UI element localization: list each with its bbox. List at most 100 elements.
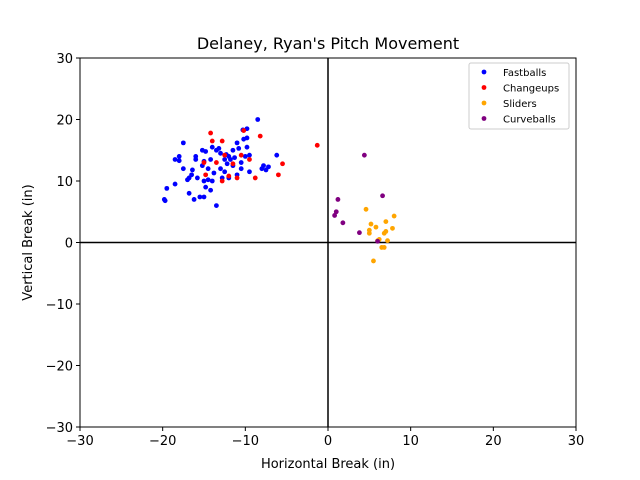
data-point — [230, 161, 236, 167]
series-fastballs — [161, 117, 280, 209]
x-tick-label: −20 — [149, 434, 176, 449]
data-point — [162, 198, 168, 204]
data-point — [238, 160, 244, 165]
data-point — [242, 154, 248, 159]
data-point — [214, 160, 219, 165]
data-point — [190, 167, 195, 173]
data-point — [383, 229, 389, 234]
data-point — [208, 187, 214, 193]
series-sliders — [363, 206, 397, 264]
data-point — [219, 178, 225, 184]
data-point — [209, 178, 215, 184]
data-point — [238, 166, 244, 172]
data-point — [247, 169, 252, 175]
data-point — [164, 185, 170, 191]
legend: Fastballs Changeups Sliders Curveballs — [468, 62, 570, 130]
data-point — [252, 175, 258, 181]
legend-items: Fastballs Changeups Sliders Curveballs — [481, 68, 559, 126]
x-tick-label: −30 — [66, 434, 93, 449]
x-tick-label: −10 — [232, 434, 259, 449]
data-point — [366, 227, 372, 233]
data-point — [380, 193, 385, 199]
data-point — [201, 178, 207, 184]
data-point — [172, 157, 178, 162]
data-point — [176, 158, 182, 164]
x-axis-label: Horizontal Break (in) — [261, 457, 395, 472]
series-curveballs — [332, 152, 385, 244]
x-tick-label: 10 — [402, 434, 419, 449]
legend-marker — [481, 69, 487, 75]
data-point — [244, 144, 250, 150]
data-point — [241, 128, 247, 133]
x-tick-label: 20 — [485, 434, 502, 449]
data-point — [236, 146, 242, 151]
data-point — [222, 157, 228, 162]
data-point — [385, 238, 390, 244]
data-point — [340, 220, 346, 226]
data-point — [211, 170, 217, 176]
data-point — [234, 140, 240, 146]
data-point — [189, 172, 195, 178]
legend-label: Fastballs — [503, 68, 546, 79]
data-point — [219, 138, 225, 144]
y-tick-label: −20 — [46, 360, 73, 375]
legend-marker — [481, 116, 487, 121]
y-tick-label: 20 — [56, 114, 73, 129]
data-point — [186, 190, 192, 196]
tick-group: −30 −20 −10 0 10 20 30 −30 −20 −10 0 10 20 30 — [46, 52, 585, 449]
data-point — [363, 206, 369, 212]
data-point — [216, 146, 222, 151]
data-point — [314, 142, 320, 148]
data-point — [218, 150, 223, 156]
series-changeups — [201, 128, 320, 184]
data-point — [203, 172, 209, 178]
data-point — [247, 152, 252, 158]
y-tick-label: 10 — [56, 175, 73, 190]
data-point — [266, 164, 271, 170]
data-point — [194, 175, 200, 181]
data-point — [357, 230, 362, 236]
data-point — [257, 133, 263, 139]
data-point — [261, 163, 266, 169]
data-point — [226, 173, 232, 179]
data-point — [214, 203, 219, 209]
data-point — [276, 172, 281, 178]
y-tick-label: −10 — [46, 298, 73, 313]
x-tick-label: 30 — [568, 434, 585, 449]
data-point — [230, 147, 236, 153]
y-tick-label: 0 — [65, 237, 73, 252]
data-point — [209, 138, 215, 144]
data-point — [244, 135, 250, 141]
x-tick-label: 0 — [324, 434, 332, 449]
data-point — [255, 117, 261, 122]
data-point — [201, 160, 207, 165]
chart-title: Delaney, Ryan's Pitch Movement — [197, 34, 459, 53]
data-point — [238, 152, 244, 158]
legend-label: Sliders — [503, 99, 537, 110]
data-point — [335, 197, 341, 202]
data-point — [208, 130, 214, 136]
data-point — [381, 245, 387, 250]
data-point — [274, 152, 280, 158]
data-point — [390, 225, 395, 231]
data-point — [333, 209, 339, 215]
data-point — [222, 169, 228, 175]
data-point — [218, 166, 223, 172]
legend-label: Changeups — [503, 84, 559, 95]
data-points — [161, 117, 397, 264]
y-tick-label: 30 — [56, 52, 73, 67]
y-axis-label: Vertical Break (in) — [21, 184, 36, 300]
data-point — [197, 194, 203, 200]
data-point — [201, 194, 207, 200]
data-point — [209, 144, 215, 150]
data-point — [191, 197, 197, 202]
data-point — [391, 213, 397, 219]
legend-marker — [481, 85, 487, 90]
axes-frame — [79, 57, 577, 428]
data-point — [228, 157, 233, 162]
data-point — [280, 161, 285, 167]
data-point — [361, 152, 367, 158]
data-point — [373, 224, 379, 230]
legend-frame — [468, 62, 570, 130]
data-point — [383, 219, 389, 224]
